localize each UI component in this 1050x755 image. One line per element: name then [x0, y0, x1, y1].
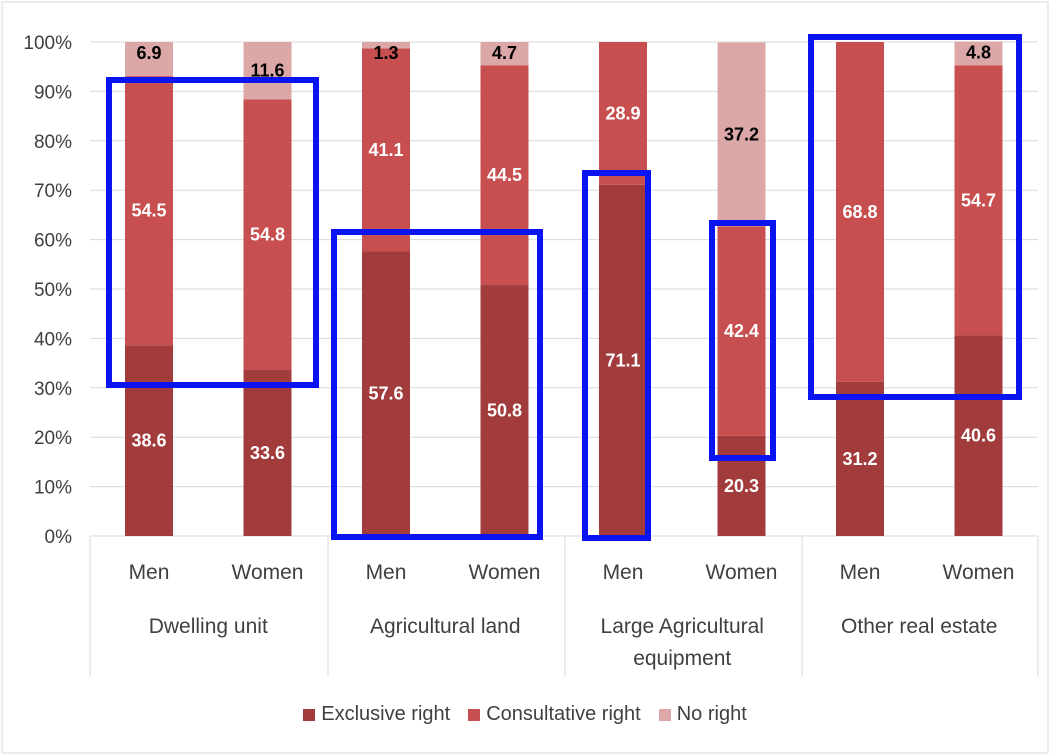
bar-segment — [717, 226, 766, 436]
data-label: 50.8 — [487, 401, 522, 421]
data-label: 42.4 — [724, 321, 759, 341]
bar-segment — [599, 184, 647, 537]
bar-segment — [243, 42, 292, 100]
y-tick-label: 70% — [34, 181, 72, 202]
x-tick-label: Women — [232, 561, 304, 584]
bar-segment — [243, 99, 292, 371]
group-label: equipment — [633, 647, 731, 670]
legend-swatch-no-right — [658, 708, 671, 721]
legend-item-consultative: Consultative right — [468, 703, 641, 726]
highlight-box — [331, 229, 543, 540]
data-label: 57.6 — [368, 384, 403, 404]
data-label: 20.3 — [724, 476, 759, 496]
bar-segment — [717, 435, 766, 536]
group-label: Other real estate — [841, 615, 997, 638]
y-tick-label: 30% — [34, 379, 72, 400]
x-tick-label: Men — [366, 561, 407, 584]
bar-segment — [125, 76, 173, 346]
x-tick-label: Men — [840, 561, 881, 584]
legend-label-no-right: No right — [676, 703, 747, 725]
legend-swatch-exclusive — [303, 708, 316, 721]
data-label: 71.1 — [605, 350, 640, 370]
bar-segment — [836, 42, 884, 382]
bar-segment — [362, 251, 410, 536]
highlight-box — [808, 34, 1022, 400]
bar-segment — [599, 42, 647, 185]
data-label: 54.8 — [250, 225, 285, 245]
data-label: 31.2 — [842, 449, 877, 469]
highlight-box — [709, 220, 776, 461]
data-label: 41.1 — [368, 140, 403, 160]
x-tick-label: Women — [706, 561, 778, 584]
bar-segment — [954, 41, 1003, 66]
bar-segment — [480, 285, 529, 536]
group-label: Agricultural land — [370, 615, 521, 638]
y-tick-label: 0% — [45, 527, 73, 548]
y-tick-label: 60% — [34, 231, 72, 252]
data-label: 40.6 — [961, 426, 996, 446]
legend-label-exclusive: Exclusive right — [321, 703, 451, 725]
data-label: 1.3 — [373, 43, 398, 63]
data-label: 6.9 — [136, 43, 161, 63]
group-label: Dwelling unit — [149, 615, 268, 638]
data-label: 54.5 — [131, 201, 166, 221]
bar-segment — [836, 381, 884, 536]
bar-segment — [362, 42, 410, 49]
y-tick-label: 80% — [34, 132, 72, 153]
data-label: 11.6 — [250, 61, 284, 81]
y-tick-label: 50% — [34, 280, 72, 301]
group-label: Large Agricultural — [601, 615, 764, 638]
data-label: 4.7 — [492, 43, 517, 63]
legend-item-exclusive: Exclusive right — [303, 703, 450, 726]
bar-segment — [480, 65, 529, 286]
highlight-box — [582, 170, 651, 541]
legend-item-no-right: No right — [658, 703, 747, 726]
chart-legend: Exclusive right Consultative right No ri… — [0, 703, 1050, 726]
y-tick-label: 90% — [34, 82, 72, 103]
y-tick-label: 100% — [23, 33, 72, 54]
x-tick-label: Men — [129, 561, 170, 584]
data-label: 38.6 — [131, 431, 166, 451]
data-label: 37.2 — [724, 124, 759, 144]
y-tick-label: 20% — [34, 428, 72, 449]
x-tick-label: Women — [943, 561, 1015, 584]
bar-segment — [243, 370, 292, 536]
y-tick-label: 10% — [34, 478, 72, 499]
x-tick-label: Women — [469, 561, 541, 584]
data-label: 33.6 — [250, 443, 285, 463]
bar-segment — [954, 65, 1003, 336]
data-label: 54.7 — [961, 190, 996, 210]
legend-label-consultative: Consultative right — [486, 703, 641, 725]
bar-segment — [125, 42, 173, 77]
bar-segment — [125, 345, 173, 536]
data-label: 68.8 — [842, 202, 877, 222]
bar-segment — [954, 335, 1003, 536]
y-tick-label: 40% — [34, 329, 72, 350]
data-label: 44.5 — [487, 165, 522, 185]
bar-segment — [717, 42, 766, 227]
legend-swatch-consultative — [468, 708, 481, 721]
x-tick-label: Men — [603, 561, 644, 584]
bar-segment — [362, 48, 410, 252]
data-label: 4.8 — [966, 43, 991, 63]
highlight-box — [106, 77, 319, 388]
bar-segment — [480, 42, 529, 66]
data-label: 28.9 — [605, 103, 640, 123]
